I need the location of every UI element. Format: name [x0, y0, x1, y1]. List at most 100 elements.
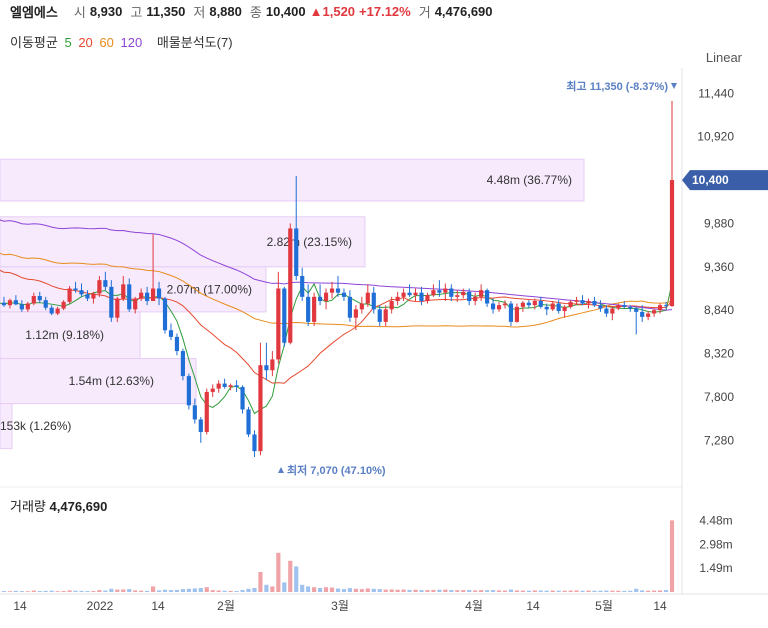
- volume-bar: [556, 590, 561, 592]
- volume-profile-bar: [0, 311, 141, 360]
- volume-bar: [502, 590, 508, 592]
- ma-60-label[interactable]: 60: [99, 35, 114, 50]
- volume-bar: [610, 590, 615, 592]
- volume-bar: [562, 590, 567, 592]
- candle-body: [222, 383, 227, 387]
- volume-bar: [550, 590, 555, 592]
- candle-body: [55, 308, 60, 314]
- moving-average-line-120: [0, 219, 673, 311]
- candle-body: [443, 288, 448, 293]
- volume-axis-tick-label: 2.98m: [699, 537, 732, 551]
- candle-body: [383, 309, 388, 322]
- volume-bar: [443, 589, 448, 592]
- volume-bar: [258, 572, 263, 592]
- candle-body: [210, 388, 215, 392]
- volume-bar: [91, 591, 96, 592]
- low-value: 8,880: [209, 3, 242, 19]
- candle-body: [85, 294, 90, 299]
- ma-20-label[interactable]: 20: [78, 35, 93, 50]
- candle-body: [556, 303, 561, 312]
- candle-body: [604, 308, 609, 314]
- moving-average-line-20: [0, 269, 673, 384]
- scale-mode-toggle[interactable]: Linear: [705, 50, 742, 65]
- candle-body: [514, 306, 520, 322]
- candle-body: [145, 292, 150, 302]
- candle-body: [61, 301, 66, 309]
- volume-bar: [109, 588, 114, 592]
- candle-body: [67, 288, 72, 302]
- candle-body: [449, 288, 454, 297]
- high-marker-label: 최고 11,350 (-8.37%): [566, 79, 668, 93]
- volume-bar: [240, 590, 245, 592]
- volume-profile-label: 153k (1.26%): [0, 419, 71, 433]
- candle-body: [473, 296, 478, 302]
- candle-body: [91, 293, 96, 299]
- candle-body: [622, 305, 627, 307]
- x-axis-tick-label: 14: [653, 599, 667, 613]
- volume-value: 4,476,690: [434, 3, 493, 19]
- candle-body: [592, 301, 597, 306]
- volume-bar: [526, 590, 531, 592]
- candle-body: [103, 280, 108, 287]
- y-axis-tick-label: 9,880: [704, 216, 734, 230]
- volume-bar: [210, 590, 215, 592]
- volume-bar: [461, 590, 466, 592]
- candle-body: [282, 288, 287, 343]
- candle-body: [294, 228, 299, 276]
- candle-body: [192, 405, 197, 420]
- y-axis-tick-label: 10,920: [697, 130, 734, 144]
- candle-body: [520, 302, 525, 307]
- volume-bar: [628, 590, 633, 592]
- candle-body: [79, 290, 84, 295]
- candle-body: [532, 301, 537, 306]
- open-label: 시: [73, 4, 86, 20]
- volume-bar: [598, 590, 603, 592]
- moving-average-line-60: [0, 252, 673, 328]
- candle-body: [97, 280, 102, 294]
- volume-bar: [168, 590, 174, 592]
- moving-average-label[interactable]: 이동평균: [10, 35, 58, 50]
- candle-body: [431, 290, 436, 296]
- x-axis-tick-label: 14: [151, 599, 165, 613]
- volume-bar: [604, 590, 609, 592]
- x-axis-tick-label: 14: [526, 599, 540, 613]
- volume-bar: [43, 590, 48, 592]
- y-axis-tick-label: 7,280: [704, 433, 734, 447]
- candle-body: [19, 304, 24, 310]
- candle-body: [586, 301, 591, 304]
- candle-body: [150, 288, 156, 302]
- candle-body: [353, 309, 358, 318]
- volume-bar: [139, 590, 144, 592]
- candle-body: [37, 296, 42, 301]
- volume-bar: [347, 588, 352, 592]
- candle-body: [288, 228, 293, 343]
- volume-bar: [186, 588, 191, 592]
- low-marker-arrow: [278, 467, 284, 473]
- volume-profile-label[interactable]: 매물분석도(7): [156, 35, 233, 50]
- volume-bar: [7, 591, 13, 592]
- volume-bar: [634, 588, 639, 592]
- volume-bar: [19, 591, 24, 592]
- volume-bar: [121, 589, 126, 592]
- ma-5-label[interactable]: 5: [64, 35, 72, 50]
- candle-body: [300, 276, 305, 297]
- candle-body: [216, 383, 221, 389]
- volume-bar: [341, 589, 347, 592]
- volume-bar: [294, 566, 299, 592]
- volume-bar: [640, 590, 645, 592]
- candle-body: [485, 290, 490, 304]
- candle-body: [312, 296, 317, 322]
- ma-120-label[interactable]: 120: [120, 35, 143, 50]
- candle-body: [162, 298, 168, 331]
- candle-body: [371, 292, 376, 310]
- candle-body: [115, 298, 120, 318]
- volume-bar: [592, 590, 597, 592]
- volume-profile-label: 2.07m (17.00%): [167, 282, 252, 296]
- volume-bar: [49, 590, 54, 592]
- high-marker-arrow: [671, 83, 677, 89]
- candle-body: [234, 385, 239, 387]
- candle-body: [544, 306, 549, 310]
- volume-bar: [115, 589, 120, 592]
- volume-bar: [586, 590, 591, 592]
